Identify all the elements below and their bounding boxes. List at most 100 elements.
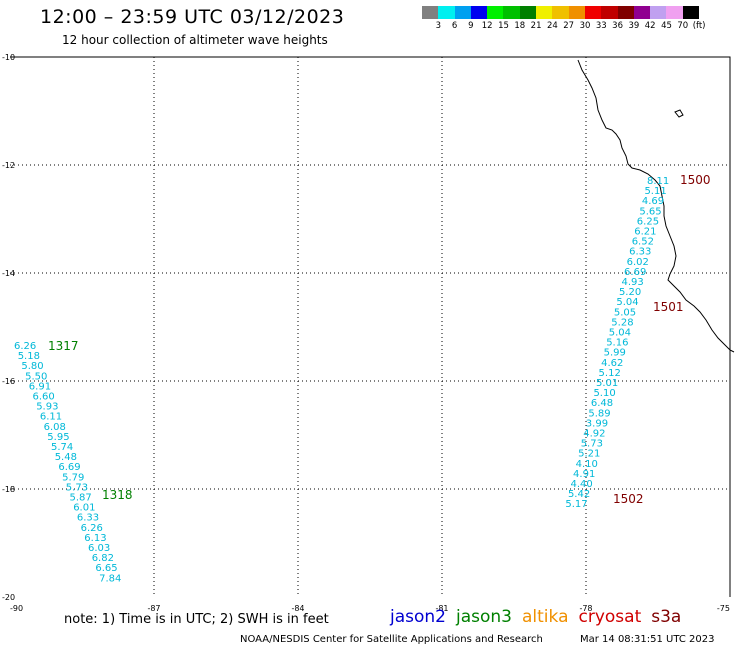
legend-altika: altika bbox=[522, 607, 569, 627]
wave-height-value: 4.10 bbox=[576, 459, 598, 470]
wave-height-value: 6.03 bbox=[88, 543, 110, 554]
legend-s3a: s3a bbox=[651, 607, 682, 627]
wave-height-value: 6.33 bbox=[77, 513, 99, 524]
wave-height-value: 6.25 bbox=[637, 216, 659, 227]
color-scale-legend: 3 6 9 12 15 18 21 24 27 30 33 36 39 42 45 70 (ft) bbox=[422, 6, 706, 31]
axis-labels: -90 -87 -84 -81 -78 -75 -10 -12 -14 -16 -18 -20 bbox=[2, 53, 730, 613]
color-swatch bbox=[438, 6, 455, 19]
credit-line: NOAA/NESDIS Center for Satellite Applica… bbox=[240, 634, 543, 645]
wave-height-value: 5.28 bbox=[611, 317, 633, 328]
wave-height-value: 6.69 bbox=[58, 462, 80, 473]
wave-height-value: 5.11 bbox=[644, 186, 666, 197]
wave-height-value: 6.02 bbox=[627, 257, 649, 268]
lat-label: -14 bbox=[2, 269, 15, 278]
wave-height-value: 5.17 bbox=[565, 499, 587, 510]
color-swatch bbox=[617, 6, 634, 19]
color-swatch bbox=[601, 6, 618, 19]
track-id-label: 1318 bbox=[102, 488, 133, 502]
wave-height-value: 5.87 bbox=[70, 493, 92, 504]
color-scale-label: 30 bbox=[579, 21, 591, 31]
track-id-label: 1500 bbox=[680, 173, 711, 187]
color-scale-swatches bbox=[422, 6, 700, 19]
wave-height-value: 4.91 bbox=[573, 469, 595, 480]
wave-height-value: 5.12 bbox=[599, 368, 621, 379]
lat-label: -18 bbox=[2, 485, 15, 494]
lat-label: -10 bbox=[2, 53, 15, 62]
lon-label: -81 bbox=[435, 604, 448, 613]
lon-label: -87 bbox=[147, 604, 160, 613]
lat-label: -12 bbox=[2, 161, 15, 170]
wave-height-value: 4.92 bbox=[583, 429, 605, 440]
wave-height-value: 5.05 bbox=[614, 307, 636, 318]
color-swatch bbox=[633, 6, 651, 19]
color-swatch bbox=[470, 6, 488, 19]
wave-height-value: 5.99 bbox=[604, 348, 626, 359]
wave-height-value: 8.11 bbox=[647, 176, 669, 187]
color-scale-label: 33 bbox=[595, 21, 607, 31]
map-title: 12:00 – 23:59 UTC 03/12/2023 bbox=[40, 6, 345, 28]
lat-label: -20 bbox=[2, 593, 15, 602]
track-id-label: 1502 bbox=[613, 492, 644, 506]
wave-height-value: 5.74 bbox=[51, 442, 73, 453]
color-swatch bbox=[422, 6, 439, 19]
color-scale-label: 24 bbox=[546, 21, 558, 31]
color-scale-label: 39 bbox=[628, 21, 640, 31]
color-scale-label: 18 bbox=[514, 21, 526, 31]
wave-height-value: 4.40 bbox=[571, 479, 593, 490]
color-scale-label: 3 bbox=[435, 21, 442, 31]
color-swatch bbox=[584, 6, 602, 19]
color-swatch bbox=[503, 6, 520, 19]
wave-height-value: 6.11 bbox=[40, 412, 62, 423]
legend-jason2: jason2 bbox=[390, 607, 446, 627]
legend-jason3: jason3 bbox=[456, 607, 512, 627]
wave-height-value: 6.82 bbox=[92, 553, 114, 564]
wave-height-value: 5.18 bbox=[18, 351, 40, 362]
wave-height-value: 5.65 bbox=[639, 206, 661, 217]
wave-height-value: 5.80 bbox=[21, 361, 43, 372]
color-scale-label: 27 bbox=[563, 21, 575, 31]
lon-label: -90 bbox=[10, 604, 23, 613]
wave-height-value: 6.52 bbox=[632, 237, 654, 248]
color-scale-label: 12 bbox=[481, 21, 493, 31]
wave-height-value: 5.50 bbox=[25, 371, 47, 382]
wave-height-value: 5.04 bbox=[609, 328, 631, 339]
wave-height-value: 5.89 bbox=[588, 408, 610, 419]
wave-height-value: 5.73 bbox=[581, 439, 603, 450]
lon-label: -75 bbox=[717, 604, 730, 613]
wave-height-value: 6.48 bbox=[591, 398, 613, 409]
wave-height-value: 4.69 bbox=[642, 196, 664, 207]
lon-label: -78 bbox=[579, 604, 592, 613]
color-scale-label: 21 bbox=[530, 21, 542, 31]
coastline bbox=[577, 59, 735, 353]
legend-cryosat: cryosat bbox=[578, 607, 642, 627]
color-scale-label: 6 bbox=[451, 21, 458, 31]
color-swatch bbox=[682, 6, 700, 19]
wave-height-value: 6.13 bbox=[84, 533, 106, 544]
wave-height-value: 6.91 bbox=[29, 381, 51, 392]
track-id-label: 1317 bbox=[48, 339, 79, 353]
wave-height-value: 5.20 bbox=[619, 287, 641, 298]
wave-height-value: 5.79 bbox=[62, 472, 84, 483]
wave-height-tracks: 6.265.185.805.506.916.605.936.116.085.95… bbox=[14, 173, 711, 584]
color-swatch bbox=[666, 6, 683, 19]
color-swatch bbox=[487, 6, 504, 19]
color-swatch bbox=[552, 6, 569, 19]
wave-height-value: 5.10 bbox=[593, 388, 615, 399]
wave-height-value: 5.21 bbox=[578, 449, 600, 460]
wave-height-value: 5.95 bbox=[47, 432, 69, 443]
wave-height-value: 4.62 bbox=[601, 358, 623, 369]
color-swatch bbox=[519, 6, 537, 19]
color-scale-ticks: 3 6 9 12 15 18 21 24 27 30 33 36 39 42 45 70 (ft) bbox=[422, 19, 706, 31]
wave-height-value: 6.26 bbox=[81, 523, 103, 534]
wave-height-value: 5.48 bbox=[55, 452, 77, 463]
color-swatch bbox=[650, 6, 667, 19]
footnote: note: 1) Time is in UTC; 2) SWH is in fe… bbox=[64, 612, 329, 627]
lat-label: -16 bbox=[2, 377, 15, 386]
color-swatch bbox=[536, 6, 553, 19]
wave-height-value: 6.01 bbox=[73, 503, 95, 514]
color-scale-label: 15 bbox=[498, 21, 509, 31]
wave-height-value: 6.69 bbox=[624, 267, 646, 278]
color-scale-label: 70 bbox=[677, 21, 689, 31]
color-swatch bbox=[454, 6, 471, 19]
wave-height-value: 5.93 bbox=[36, 402, 58, 413]
